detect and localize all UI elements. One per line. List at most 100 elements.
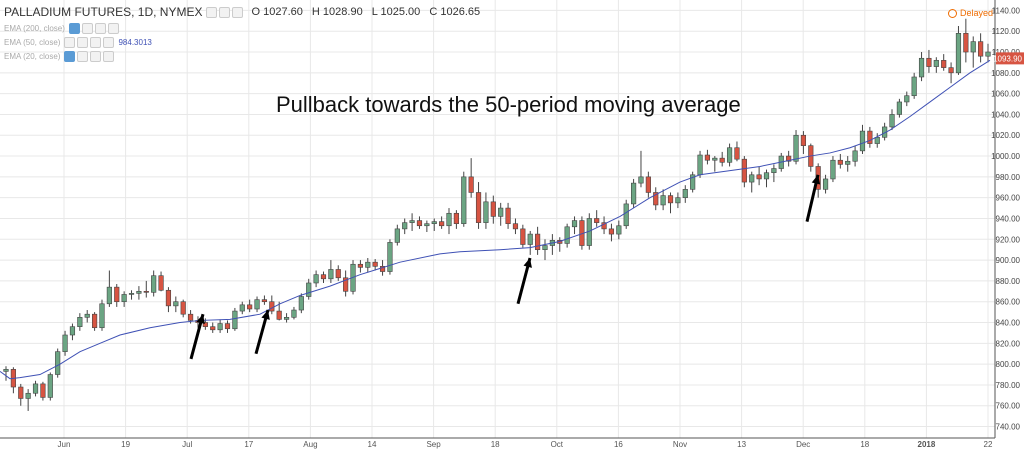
candle-body	[594, 218, 600, 223]
candle-body	[822, 178, 829, 190]
y-tick-label: 840.00	[996, 319, 1021, 328]
candle-body	[948, 67, 954, 74]
more-icon[interactable]	[107, 22, 119, 34]
candle-body	[202, 322, 208, 327]
y-tick-label: 800.00	[996, 360, 1021, 369]
candle-body	[254, 299, 260, 310]
ohlc-high: H 1028.90	[311, 6, 363, 18]
indicator-label: EMA (50, close)	[4, 37, 61, 47]
candle-body	[298, 296, 304, 311]
eye-icon[interactable]	[219, 6, 231, 18]
candle-body	[926, 57, 932, 67]
more-icon[interactable]	[232, 6, 244, 18]
ohlc-close: C 1026.65	[429, 6, 481, 18]
candle-body	[800, 134, 807, 146]
indicator-row-ema50[interactable]: EMA (50, close) 984.3013	[4, 36, 486, 48]
candle-body	[889, 114, 895, 128]
candle-body	[77, 317, 83, 327]
candle-body	[173, 301, 179, 307]
chart-annotation: Pullback towards the 50-period moving av…	[276, 92, 741, 117]
candle-body	[527, 233, 533, 245]
y-tick-label: 880.00	[996, 277, 1021, 286]
close-icon[interactable]	[90, 50, 102, 62]
x-tick-label: Aug	[303, 440, 317, 449]
close-icon[interactable]	[90, 36, 102, 48]
x-tick-label: 17	[244, 440, 253, 449]
eye-icon[interactable]	[64, 50, 76, 62]
candle-body	[136, 291, 142, 294]
delayed-status[interactable]: Delayed	[947, 8, 993, 18]
x-tick-label: Nov	[673, 440, 687, 449]
candle-body	[92, 313, 98, 329]
candle-body	[247, 304, 253, 310]
ohlc-open: O 1027.60	[251, 6, 303, 18]
candle-body	[320, 274, 327, 280]
candle-body	[483, 201, 489, 223]
indicator-controls[interactable]	[64, 36, 115, 48]
candle-body	[786, 155, 792, 162]
candle-body	[47, 374, 53, 398]
candle-body	[99, 303, 105, 329]
candle-body	[631, 182, 637, 205]
more-icon[interactable]	[103, 50, 115, 62]
settings-icon[interactable]	[206, 6, 218, 18]
candle-body	[837, 159, 843, 165]
y-tick-label: 960.00	[996, 194, 1021, 203]
candle-body	[306, 282, 312, 297]
candle-body	[970, 41, 976, 53]
x-tick-label: 16	[614, 440, 623, 449]
x-tick-label: 19	[121, 440, 130, 449]
arrow-head	[811, 174, 821, 185]
candle-body	[734, 147, 740, 160]
candle-body	[645, 176, 651, 193]
y-tick-label: 1120.00	[992, 27, 1021, 36]
candle-body	[335, 269, 341, 279]
candle-body	[793, 134, 799, 162]
symbol-controls[interactable]	[206, 6, 244, 18]
candle-body	[490, 201, 496, 217]
settings-icon[interactable]	[77, 36, 89, 48]
candle-body	[128, 293, 135, 295]
candle-body	[874, 137, 880, 144]
candle-body	[84, 313, 90, 318]
candle-body	[431, 221, 437, 224]
candle-body	[239, 304, 245, 312]
ema50-line	[0, 59, 991, 380]
candle-body	[453, 212, 459, 224]
settings-icon[interactable]	[77, 50, 89, 62]
candle-body	[741, 158, 747, 183]
candle-body	[667, 195, 674, 204]
candle-body	[187, 313, 194, 321]
candle-body	[210, 326, 216, 331]
candle-body	[106, 286, 112, 305]
candle-body	[498, 207, 504, 217]
candle-body	[859, 130, 866, 152]
x-tick-label: 18	[860, 440, 869, 449]
ohlc-low: L 1025.00	[371, 6, 421, 18]
candle-body	[690, 174, 696, 190]
last-price-label: 1093.90	[993, 54, 1022, 63]
indicator-controls[interactable]	[68, 22, 119, 34]
arrow-head	[196, 314, 205, 325]
delayed-label: Delayed	[959, 8, 993, 18]
indicator-label: EMA (20, close)	[4, 51, 61, 61]
settings-icon[interactable]	[81, 22, 93, 34]
indicator-row-ema200[interactable]: EMA (200, close)	[4, 22, 486, 34]
candle-body	[276, 310, 282, 320]
candle-body	[224, 323, 231, 330]
candle-body	[675, 197, 681, 204]
y-tick-label: 760.00	[996, 402, 1021, 411]
y-tick-label: 940.00	[996, 214, 1021, 223]
close-icon[interactable]	[94, 22, 106, 34]
indicator-row-ema20[interactable]: EMA (20, close)	[4, 50, 486, 62]
candle-body	[25, 392, 31, 399]
eye-icon[interactable]	[68, 22, 80, 34]
more-icon[interactable]	[103, 36, 115, 48]
eye-icon[interactable]	[64, 36, 76, 48]
ohlc-values: O 1027.60 H 1028.90 L 1025.00 C 1026.65	[251, 6, 486, 18]
candle-body	[852, 150, 858, 162]
candle-body	[571, 220, 578, 228]
indicator-controls[interactable]	[64, 50, 115, 62]
candle-body	[756, 174, 762, 180]
